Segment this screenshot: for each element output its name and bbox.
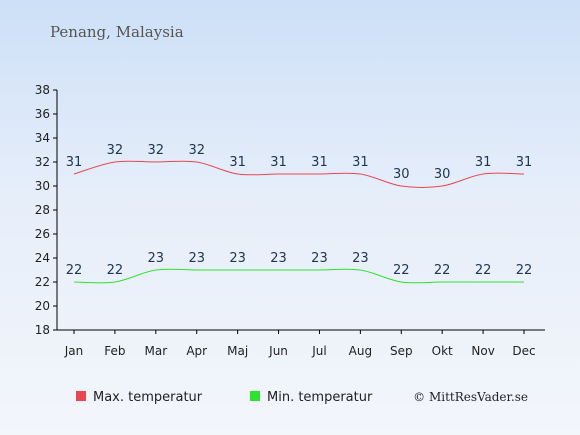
data-label: 23 xyxy=(229,251,246,266)
x-tick-label: Jan xyxy=(64,344,84,358)
data-label: 31 xyxy=(229,155,246,170)
legend-swatch-min xyxy=(250,391,260,401)
x-tick-label: Okt xyxy=(432,344,453,358)
data-label: 31 xyxy=(270,155,287,170)
x-tick-label: Apr xyxy=(186,344,207,358)
x-tick-label: Maj xyxy=(227,344,248,358)
y-tick-label: 20 xyxy=(35,299,50,313)
x-tick-label: Sep xyxy=(390,344,413,358)
data-label: 30 xyxy=(393,167,410,182)
x-tick-label: Aug xyxy=(349,344,372,358)
legend-label-min: Min. temperatur xyxy=(267,390,373,405)
data-label: 22 xyxy=(516,263,533,278)
data-label: 23 xyxy=(148,251,165,266)
x-axis: Jan Feb Mar Apr Maj Jun Jul Aug Sep Okt Nov Dec xyxy=(57,329,545,358)
y-tick-label: 36 xyxy=(35,107,50,121)
data-label: 31 xyxy=(352,155,369,170)
data-label: 22 xyxy=(475,263,492,278)
data-label: 31 xyxy=(66,155,83,170)
y-tick-label: 18 xyxy=(35,323,50,337)
chart-title: Penang, Malaysia xyxy=(50,23,184,41)
data-label: 31 xyxy=(516,155,533,170)
legend-swatch-max xyxy=(76,391,86,401)
x-tick-label: Jun xyxy=(268,344,288,358)
x-tick-label: Jul xyxy=(311,344,326,358)
series-line-1 xyxy=(73,268,524,284)
data-label: 32 xyxy=(148,143,165,158)
data-label: 23 xyxy=(188,251,205,266)
credit-text: © MittResVader.se xyxy=(413,390,528,404)
x-tick-label: Dec xyxy=(512,344,535,358)
y-tick-label: 24 xyxy=(35,251,50,265)
data-label: 22 xyxy=(107,263,124,278)
series-layer: 31 32 32 32 31 31 31 31 30 30 31 31 22 22 23 23 23 23 23 23… xyxy=(66,143,533,284)
y-tick-label: 32 xyxy=(35,155,50,169)
legend: Max. temperatur Min. temperatur xyxy=(76,390,373,405)
data-label: 23 xyxy=(270,251,287,266)
legend-label-max: Max. temperatur xyxy=(93,390,203,405)
y-axis: 18 20 22 24 26 28 30 32 34 36 38 xyxy=(35,83,58,337)
x-tick-label: Nov xyxy=(471,344,494,358)
y-tick-label: 28 xyxy=(35,203,50,217)
data-label: 30 xyxy=(434,167,451,182)
data-label: 32 xyxy=(188,143,205,158)
data-label: 22 xyxy=(393,263,410,278)
data-label: 23 xyxy=(311,251,328,266)
y-tick-label: 34 xyxy=(35,131,50,145)
series-line-0 xyxy=(73,160,525,188)
data-label: 31 xyxy=(311,155,328,170)
x-tick-label: Feb xyxy=(104,344,125,358)
y-tick-label: 38 xyxy=(35,83,50,97)
data-label: 22 xyxy=(434,263,451,278)
y-tick-label: 22 xyxy=(35,275,50,289)
y-tick-label: 26 xyxy=(35,227,50,241)
x-tick-label: Mar xyxy=(144,344,167,358)
data-label: 32 xyxy=(107,143,124,158)
data-label: 31 xyxy=(475,155,492,170)
y-tick-label: 30 xyxy=(35,179,50,193)
data-label: 23 xyxy=(352,251,369,266)
data-label: 22 xyxy=(66,263,83,278)
